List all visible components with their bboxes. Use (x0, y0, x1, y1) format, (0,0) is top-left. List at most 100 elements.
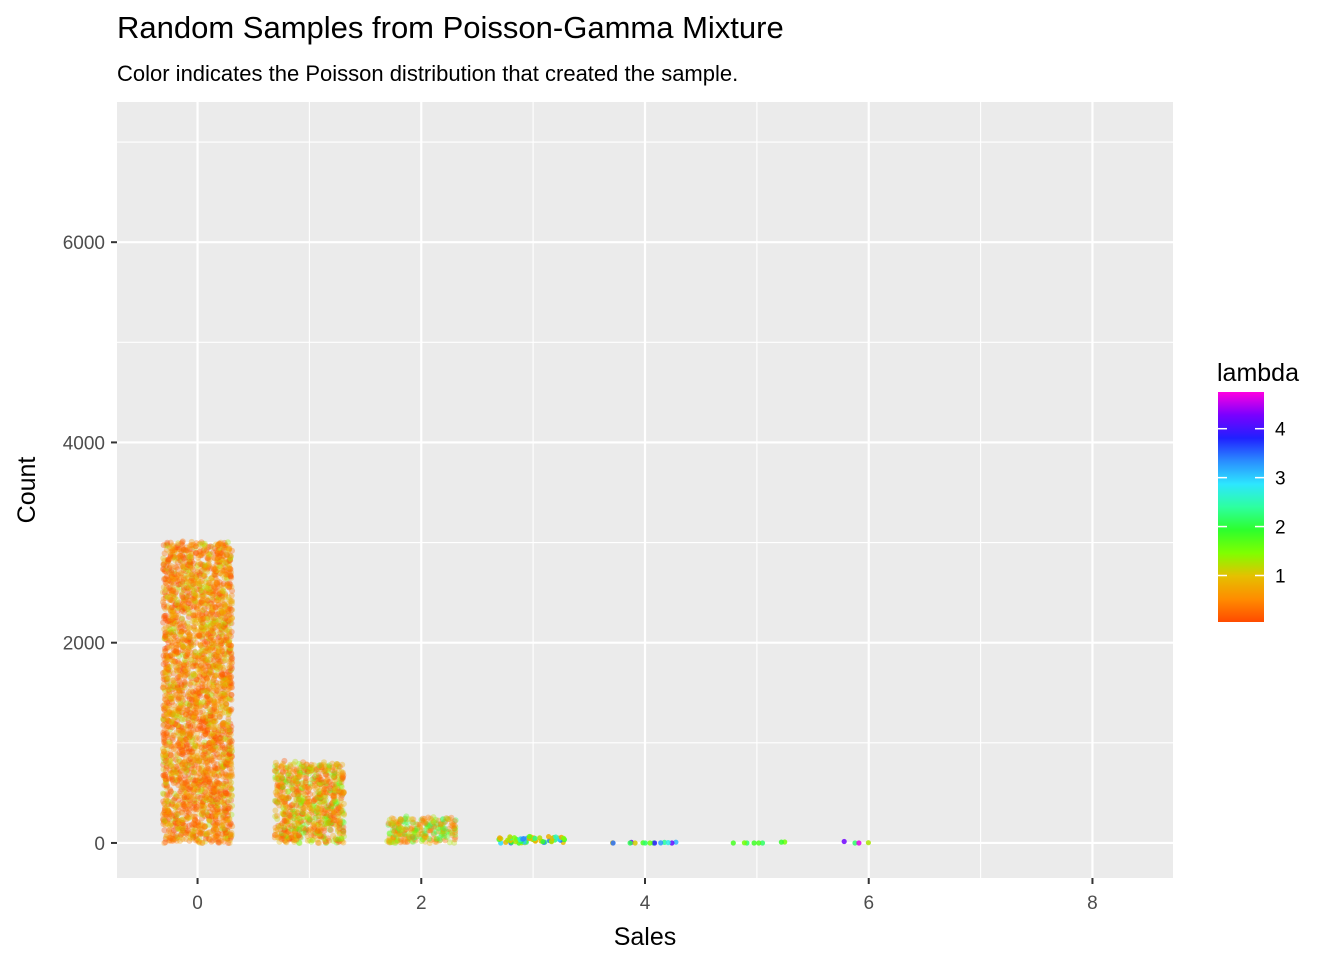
data-point (200, 742, 207, 748)
data-point (218, 669, 225, 676)
data-point (204, 692, 211, 699)
data-point (165, 686, 172, 693)
data-point (174, 665, 181, 672)
data-point (199, 684, 206, 691)
data-point (192, 817, 199, 824)
data-point (225, 840, 232, 846)
data-point (201, 655, 208, 662)
data-point (194, 789, 201, 796)
data-point (189, 618, 196, 625)
data-point (211, 772, 218, 778)
data-point (186, 759, 193, 766)
data-point (163, 724, 170, 731)
data-point (176, 776, 182, 782)
data-point (167, 786, 173, 793)
data-point (214, 729, 221, 736)
data-point (203, 613, 210, 620)
data-point (227, 774, 234, 780)
data-point (652, 840, 658, 846)
data-point (191, 806, 198, 813)
data-point (186, 752, 193, 759)
data-point (162, 811, 169, 818)
data-point (199, 612, 206, 619)
data-point (228, 642, 235, 649)
data-point (186, 633, 193, 640)
data-point (163, 709, 170, 716)
data-point (220, 608, 227, 615)
data-point (194, 698, 201, 705)
data-point (196, 718, 203, 725)
data-point (209, 683, 216, 690)
data-point (199, 680, 205, 687)
data-point (215, 623, 222, 630)
data-point (165, 700, 172, 707)
data-point (210, 697, 217, 704)
data-point (210, 597, 217, 604)
data-point (165, 815, 172, 822)
data-point (175, 676, 182, 683)
data-point (218, 607, 225, 614)
data-point (199, 625, 206, 632)
data-point (211, 808, 218, 815)
data-point (228, 680, 235, 686)
data-point (162, 839, 169, 846)
data-point (192, 696, 199, 702)
data-point (334, 761, 341, 768)
data-point (162, 673, 169, 680)
data-point (164, 669, 171, 676)
data-point (181, 645, 188, 652)
data-point (205, 603, 212, 610)
data-point (196, 632, 203, 639)
data-point (218, 638, 225, 645)
data-point (225, 752, 232, 759)
data-point (200, 719, 207, 726)
data-point (199, 647, 206, 654)
data-point (172, 769, 179, 776)
data-point (221, 797, 228, 804)
data-point (183, 836, 189, 843)
data-point (196, 723, 203, 730)
data-point (223, 817, 230, 824)
data-point (177, 768, 184, 775)
data-point (198, 688, 205, 695)
data-point (205, 699, 212, 706)
data-point (164, 807, 171, 814)
data-point (201, 754, 208, 761)
data-point (200, 715, 206, 722)
data-point (177, 703, 184, 710)
data-point (225, 617, 232, 624)
data-point (217, 694, 224, 701)
data-point (162, 776, 169, 782)
data-point (194, 743, 201, 750)
data-point (209, 740, 216, 747)
data-point (228, 769, 235, 776)
data-point (173, 614, 180, 621)
data-point (199, 717, 206, 724)
data-point (181, 602, 188, 608)
data-point (192, 692, 199, 699)
data-point (211, 788, 218, 795)
data-point (229, 748, 236, 755)
data-point (213, 620, 220, 627)
data-point (224, 682, 231, 689)
data-point (222, 807, 228, 814)
data-point (226, 749, 233, 756)
data-point (196, 650, 203, 656)
data-point (162, 738, 169, 744)
data-point (180, 805, 187, 812)
data-point (207, 630, 214, 637)
data-point (184, 736, 191, 743)
data-point (201, 773, 208, 780)
data-point (200, 615, 206, 622)
data-point (190, 612, 197, 619)
data-point (216, 772, 222, 779)
data-point (165, 687, 172, 694)
data-point (167, 618, 174, 625)
data-point (208, 774, 215, 781)
data-point (218, 731, 225, 738)
data-point (226, 706, 232, 713)
data-point (185, 639, 191, 646)
data-point (169, 604, 176, 611)
data-point (197, 627, 204, 634)
data-point (212, 724, 219, 731)
